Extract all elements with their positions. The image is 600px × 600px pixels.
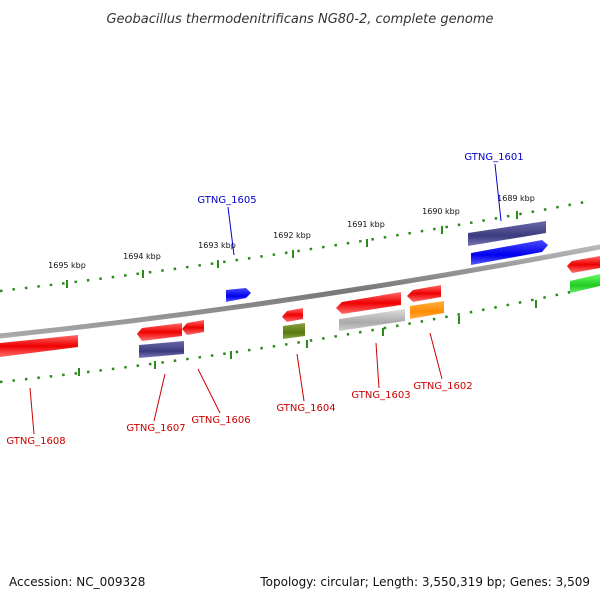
tick-label-1689: 1689 kbp [497, 194, 535, 203]
leader-line-1604 [296, 353, 305, 402]
gene-label-1607[interactable]: GTNG_1607 [126, 423, 185, 434]
map-title: Geobacillus thermodenitrificans NG80-2, … [106, 12, 493, 27]
gene-feature-right-green[interactable] [570, 274, 600, 293]
gene-feature-1606[interactable] [182, 320, 204, 335]
tick-label-1691: 1691 kbp [347, 220, 385, 229]
gene-feature-1604-red[interactable] [282, 308, 303, 322]
gene-label-1602[interactable]: GTNG_1602 [413, 381, 472, 392]
forward-gene-features [226, 221, 600, 302]
gene-feature-1605[interactable] [226, 288, 251, 302]
outer-major-ticks [66, 211, 518, 288]
genome-backbone [0, 244, 600, 339]
leader-line-1606 [197, 368, 221, 414]
leader-line-1601 [494, 163, 502, 222]
outer-tick-track [0, 200, 586, 293]
gene-label-1604[interactable]: GTNG_1604 [276, 403, 335, 414]
leader-line-1603 [375, 342, 380, 389]
tick-label-1694: 1694 kbp [123, 252, 161, 261]
tick-label-1690: 1690 kbp [422, 207, 460, 216]
tick-label-1692: 1692 kbp [273, 231, 311, 240]
gene-label-1605[interactable]: GTNG_1605 [197, 195, 256, 206]
leader-lines [29, 163, 502, 435]
reverse-gene-features [0, 285, 444, 358]
gene-label-1608[interactable]: GTNG_1608 [6, 436, 65, 447]
leader-line-1602 [429, 332, 443, 380]
accession-text: Accession: NC_009328 [9, 575, 145, 589]
gene-feature-1601-blue[interactable] [471, 240, 548, 265]
gene-feature-1607-purple[interactable] [139, 341, 184, 358]
genome-summary-text: Topology: circular; Length: 3,550,319 bp… [259, 575, 590, 589]
gene-feature-1602-orange[interactable] [410, 301, 444, 319]
tick-label-1695: 1695 kbp [48, 261, 86, 270]
gene-label-1606[interactable]: GTNG_1606 [191, 415, 250, 426]
gene-feature-1608[interactable] [0, 335, 78, 357]
gene-feature-right-red[interactable] [567, 256, 600, 273]
gene-label-1603[interactable]: GTNG_1603 [351, 390, 410, 401]
gene-feature-1607-red[interactable] [137, 323, 182, 341]
gene-label-1601[interactable]: GTNG_1601 [464, 152, 523, 163]
tick-label-1693: 1693 kbp [198, 241, 236, 250]
leader-line-1608 [29, 387, 35, 435]
leader-line-1607 [153, 373, 166, 422]
leader-line-1605 [227, 206, 235, 256]
gene-feature-1604-olive[interactable] [283, 323, 305, 339]
gene-feature-1603-red[interactable] [336, 292, 401, 314]
gene-feature-1603-gray[interactable] [339, 309, 405, 331]
inner-major-ticks [78, 300, 537, 376]
gene-feature-1602-red[interactable] [407, 285, 441, 302]
gene-feature-1601-purple[interactable] [468, 221, 546, 246]
